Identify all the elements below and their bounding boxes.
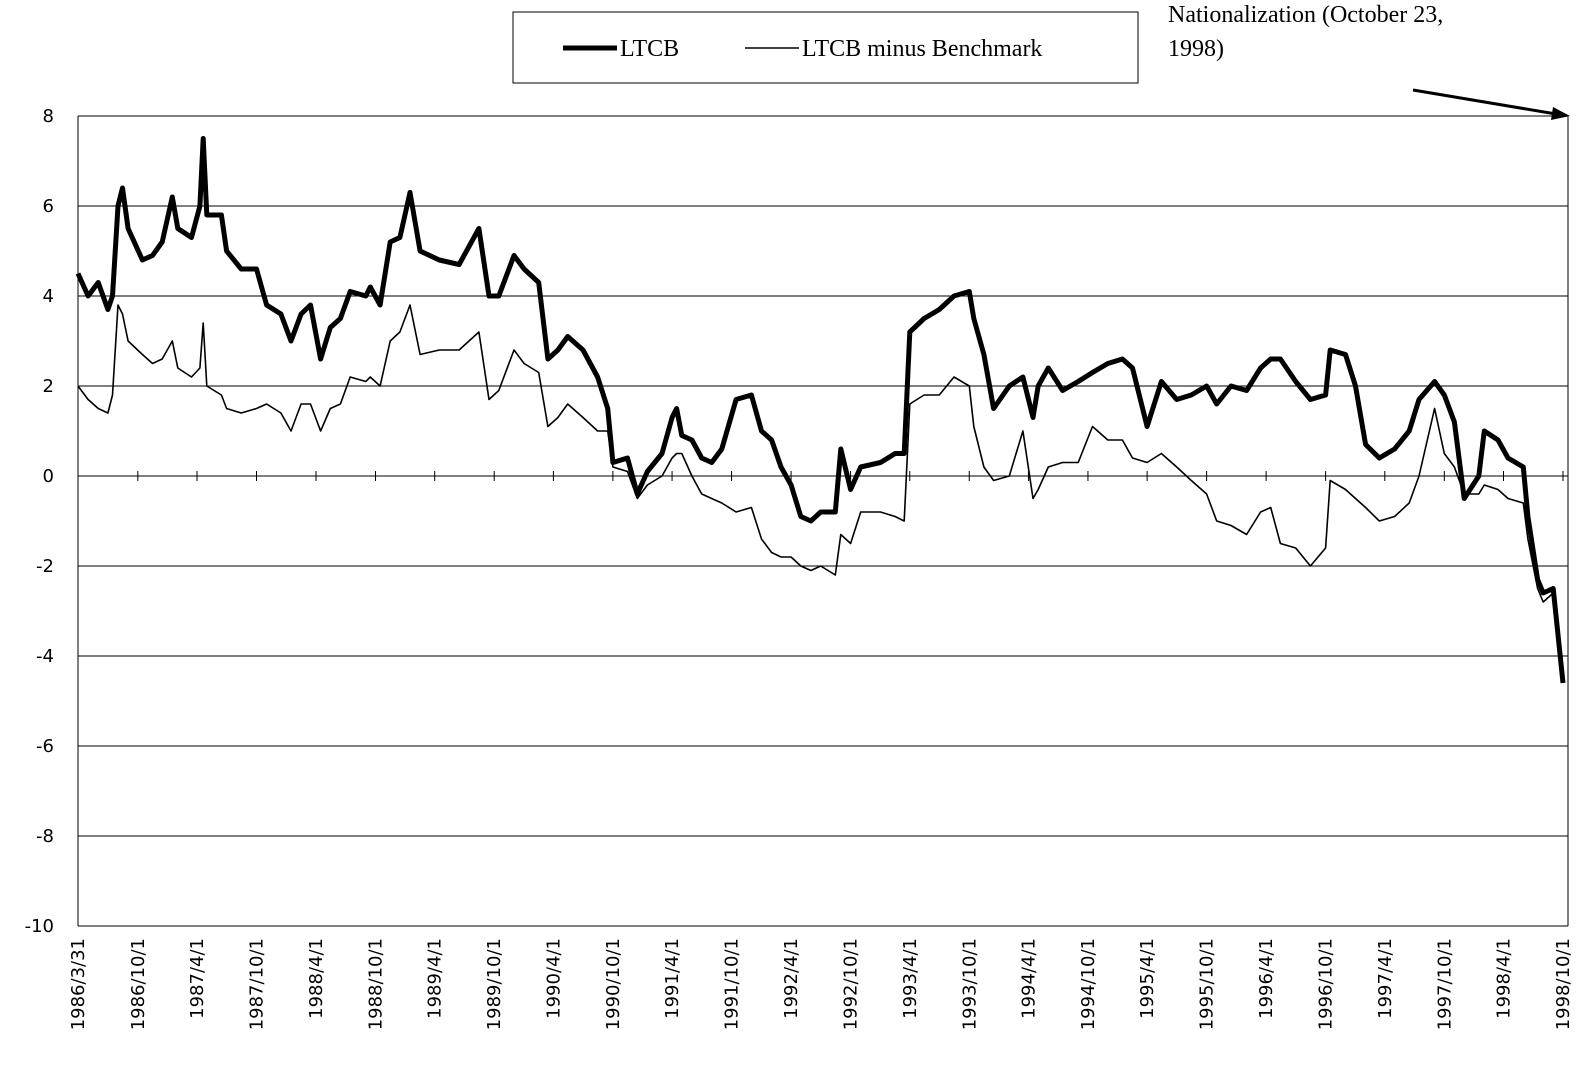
x-tick-label: 1991/10/1 <box>722 938 743 1030</box>
x-tick-label: 1986/10/1 <box>128 938 149 1030</box>
legend-label: LTCB minus Benchmark <box>802 36 1042 62</box>
y-tick-label: -10 <box>25 916 54 937</box>
x-tick-label: 1989/10/1 <box>484 938 505 1030</box>
x-tick-label: 1993/10/1 <box>959 938 980 1030</box>
y-tick-label: 4 <box>43 286 54 307</box>
y-tick-label: -2 <box>36 556 54 577</box>
series-line <box>77 304 1564 670</box>
x-tick-label: 1997/10/1 <box>1434 938 1455 1030</box>
x-tick-label: 1988/4/1 <box>306 938 327 1019</box>
x-tick-label: 1992/10/1 <box>841 938 862 1030</box>
x-tick-label: 1995/10/1 <box>1197 938 1218 1030</box>
x-tick-label: 1986/3/31 <box>68 938 89 1030</box>
annotation-line: Nationalization (October 23, <box>1168 2 1443 28</box>
legend-box <box>512 11 1139 84</box>
x-tick-label: 1992/4/1 <box>781 938 802 1019</box>
arrow-head <box>1551 107 1570 120</box>
x-tick-label: 1990/10/1 <box>603 938 624 1030</box>
x-tick-label: 1996/4/1 <box>1256 938 1277 1019</box>
y-tick-label: 6 <box>43 196 54 217</box>
x-tick-label: 1995/4/1 <box>1137 938 1158 1019</box>
y-tick-label: 8 <box>43 106 54 127</box>
annotation-arrow <box>1412 88 1557 116</box>
x-tick-label: 1996/10/1 <box>1316 938 1337 1030</box>
x-tick-label: 1993/4/1 <box>900 938 921 1019</box>
y-tick-label: -6 <box>36 736 54 757</box>
x-tick-label: 1998/4/1 <box>1493 938 1514 1019</box>
x-tick-label: 1998/10/1 <box>1553 938 1574 1030</box>
x-tick-label: 1987/10/1 <box>247 938 268 1030</box>
legend-label: LTCB <box>620 36 679 62</box>
x-tick-label: 1990/4/1 <box>543 938 564 1019</box>
y-tick-label: 0 <box>43 466 54 487</box>
x-tick-label: 1991/4/1 <box>662 938 683 1019</box>
x-tick-label: 1994/10/1 <box>1078 938 1099 1030</box>
y-tick-label: -8 <box>36 826 54 847</box>
y-tick-label: 2 <box>43 376 54 397</box>
annotation: Nationalization (October 23, 1998) <box>1168 2 1443 62</box>
annotation-line: 1998) <box>1168 36 1224 62</box>
x-tick-label: 1988/10/1 <box>366 938 387 1030</box>
x-tick-label: 1989/4/1 <box>425 938 446 1019</box>
y-tick-label: -4 <box>36 646 54 667</box>
x-tick-label: 1997/4/1 <box>1375 938 1396 1019</box>
x-tick-label: 1994/4/1 <box>1018 938 1039 1019</box>
series-line <box>75 136 1566 684</box>
x-tick-label: 1987/4/1 <box>187 938 208 1019</box>
